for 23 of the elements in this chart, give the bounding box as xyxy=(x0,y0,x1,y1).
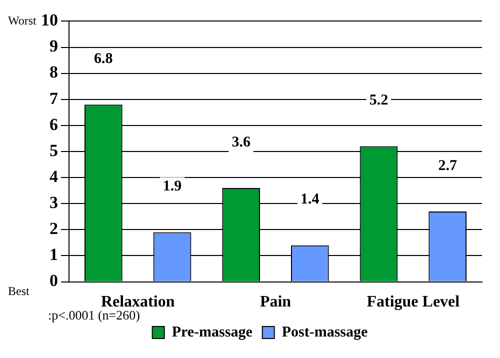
y-tick-label: 10 xyxy=(41,10,58,30)
text: Best xyxy=(8,284,30,298)
x-tick-label: Fatigue Level xyxy=(366,294,460,311)
text: Worst xyxy=(8,13,38,28)
y-tick-label: 4 xyxy=(50,166,58,186)
data-label: 3.6 xyxy=(232,134,251,150)
data-label: 1.4 xyxy=(300,192,320,208)
legend-label: Pre-massage xyxy=(172,324,253,340)
y-tick-label: 8 xyxy=(50,62,58,82)
data-label: 1.9 xyxy=(162,178,182,195)
y-tick-label: 5 xyxy=(50,140,58,160)
y-tick-label: 6 xyxy=(50,114,58,134)
y-tick-label: 7 xyxy=(50,88,58,108)
y-tick-label: 2 xyxy=(50,219,58,238)
data-label: 2.7 xyxy=(438,158,458,174)
data-label: 6.8 xyxy=(94,50,113,67)
y-tick-label: 0 xyxy=(50,271,58,290)
y-tick-label: 3 xyxy=(50,193,58,212)
data-label: 5.2 xyxy=(369,92,388,109)
legend-label: Post-massage xyxy=(282,324,368,340)
y-tick-label: 1 xyxy=(50,245,58,264)
y-tick-label: 9 xyxy=(50,36,58,56)
x-tick-label: Pain xyxy=(260,294,292,311)
